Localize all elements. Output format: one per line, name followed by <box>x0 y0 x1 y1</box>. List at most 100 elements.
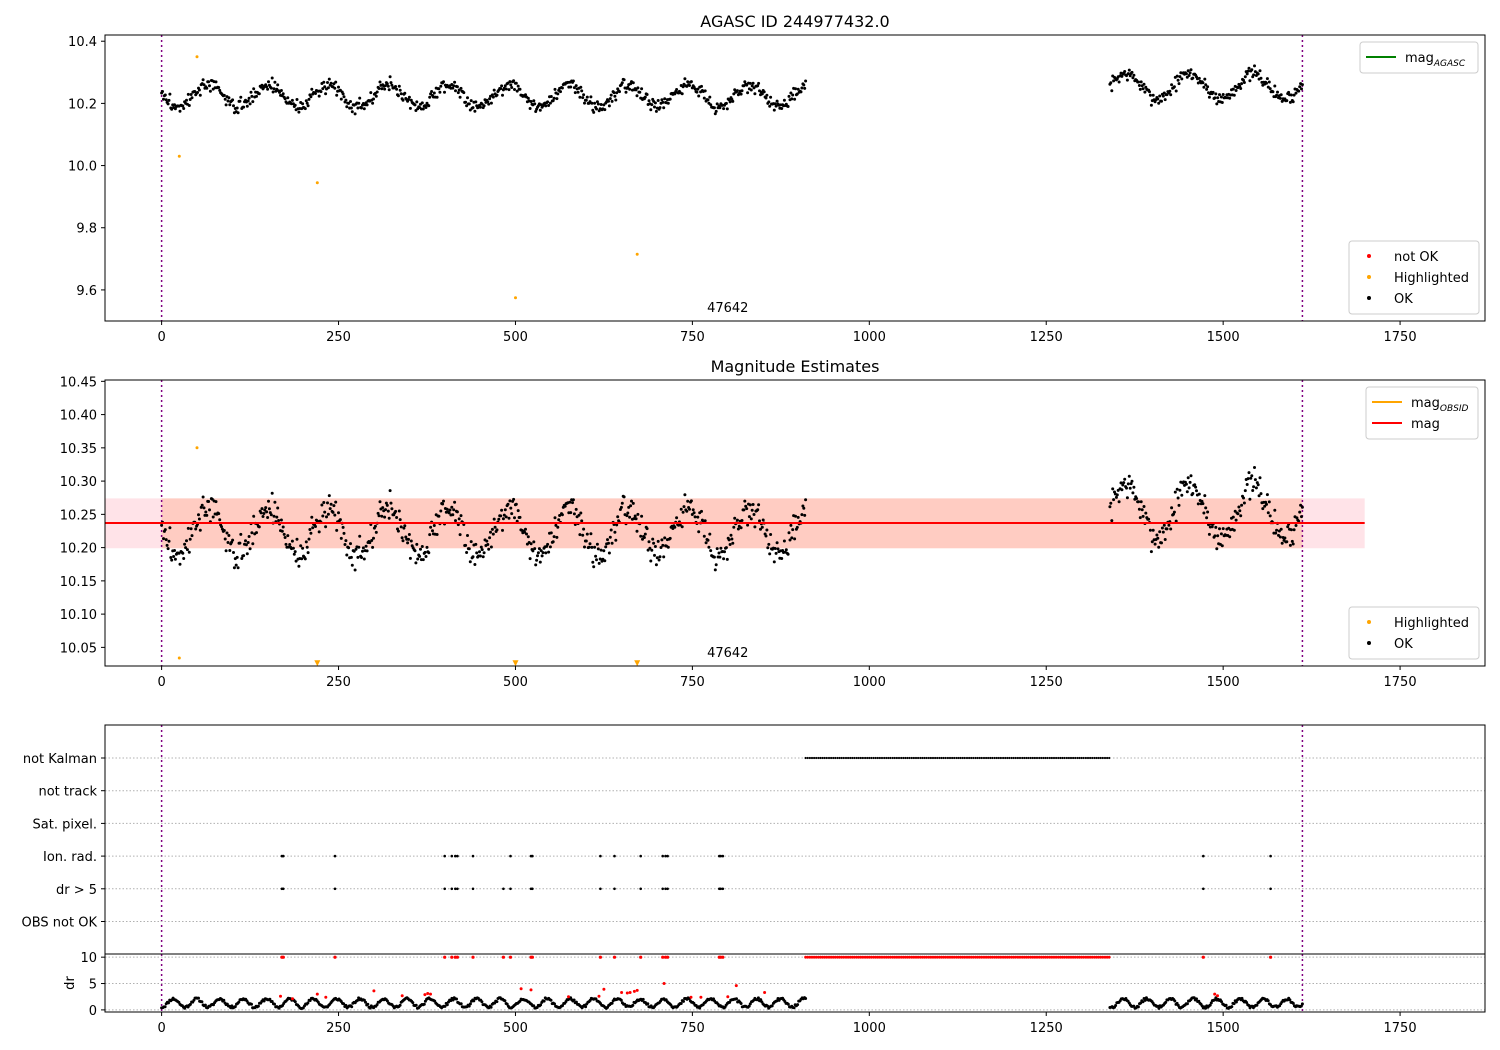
estimates-point <box>743 499 747 503</box>
agasc-point <box>182 107 186 110</box>
agasc-point <box>242 105 246 109</box>
dr-clipped-point <box>1095 955 1098 959</box>
flags-not-kalman-point <box>1016 756 1020 760</box>
agasc-point <box>356 106 360 110</box>
flags-not-kalman-point <box>840 756 843 760</box>
estimates-title: Magnitude Estimates <box>711 357 880 376</box>
estimates-point <box>1151 528 1155 532</box>
agasc-point <box>700 84 703 88</box>
dr-clipped-point <box>1035 955 1039 959</box>
dr-clipped-point <box>1005 955 1009 959</box>
agasc-point <box>222 93 226 97</box>
estimates-point <box>1239 514 1243 518</box>
flags-ion-rad-point <box>666 854 669 858</box>
estimates-point <box>352 549 356 553</box>
agasc-point <box>442 80 445 84</box>
estimates-point <box>259 511 263 515</box>
dr-point <box>584 1005 588 1009</box>
estimates-point <box>675 516 679 520</box>
agasc-point <box>1287 90 1291 94</box>
dr-point <box>1232 1002 1236 1006</box>
dr-point <box>1157 1006 1161 1010</box>
dr-point <box>1245 1001 1249 1004</box>
agasc-point <box>546 100 550 104</box>
estimates-point <box>1194 485 1198 489</box>
agasc-point <box>474 100 478 104</box>
estimates-point <box>560 513 564 517</box>
estimates-point <box>541 551 545 555</box>
estimates-point <box>394 509 398 513</box>
estimates-point <box>715 547 719 551</box>
estimates-point <box>429 525 433 529</box>
dr-clipped-point <box>1099 955 1103 959</box>
dr-red-point <box>1216 994 1219 998</box>
agasc-point <box>1273 84 1277 88</box>
estimates-point <box>238 541 242 545</box>
dr-point <box>1195 997 1198 1001</box>
flags-not-kalman-point <box>859 756 862 760</box>
agasc-point <box>371 101 375 105</box>
dr-red-point <box>1213 992 1217 996</box>
estimates-point <box>538 560 542 564</box>
agasc-point <box>473 109 477 113</box>
flags-dr-gt5-point <box>721 887 725 891</box>
agasc-point <box>622 78 626 82</box>
flags-not-kalman-point <box>1010 756 1013 760</box>
flags-ion-rad-point <box>450 854 454 858</box>
dr-point <box>1164 1000 1168 1004</box>
dr-xtick-label: 0 <box>157 1021 165 1036</box>
estimates-point <box>183 542 187 546</box>
flags-not-kalman-point <box>825 756 828 760</box>
estimates-point <box>642 536 646 539</box>
estimates-point <box>1231 515 1235 519</box>
estimates-point <box>1187 486 1191 490</box>
dr-point <box>505 1002 509 1006</box>
estimates-point <box>730 537 734 541</box>
estimates-point <box>1246 477 1250 481</box>
estimates-point <box>455 510 459 514</box>
dr-red-point <box>632 989 636 993</box>
agasc-point <box>1156 97 1160 101</box>
agasc-point <box>378 80 382 84</box>
flags-not-kalman-point <box>948 756 952 760</box>
estimates-point <box>380 514 384 518</box>
agasc-point <box>589 95 593 99</box>
agasc-point <box>276 83 280 87</box>
dr-point <box>641 997 645 1001</box>
agasc-point <box>306 104 310 108</box>
flags-not-kalman-point <box>844 756 848 760</box>
dr-clipped-point <box>893 955 897 959</box>
flags-not-kalman-point <box>813 756 816 760</box>
estimates-point <box>370 539 374 542</box>
dr-clipped-point <box>891 955 895 959</box>
agasc-point <box>782 98 786 102</box>
estimates-point <box>478 550 481 554</box>
flags-not-kalman-point <box>895 756 899 760</box>
flags-not-kalman-point <box>1059 756 1062 760</box>
dr-clipped-point <box>1107 955 1111 959</box>
estimates-point <box>678 523 682 527</box>
agasc-point <box>443 90 446 94</box>
flags-not-kalman-point <box>866 756 869 760</box>
agasc-point <box>1300 83 1304 87</box>
flags-not-kalman-point <box>887 756 890 760</box>
estimates-point <box>344 539 348 543</box>
estimates-point <box>1155 533 1159 537</box>
estimates-point <box>555 535 559 539</box>
flags-not-kalman-point <box>855 756 858 760</box>
flags-not-kalman-point <box>849 756 852 760</box>
estimates-point <box>272 514 276 518</box>
estimates-point <box>1232 528 1236 532</box>
flags-ion-rad-point <box>719 854 722 858</box>
estimates-point <box>223 537 227 541</box>
agasc-point <box>369 91 373 95</box>
estimates-point <box>592 565 596 569</box>
agasc-point <box>478 105 482 109</box>
dr-point <box>1230 1005 1234 1009</box>
estimates-point <box>398 518 402 522</box>
estimates-point <box>1177 503 1181 507</box>
estimates-point <box>609 528 613 532</box>
estimates-point <box>208 508 211 512</box>
agasc-point <box>305 101 309 105</box>
estimates-point <box>747 515 751 519</box>
